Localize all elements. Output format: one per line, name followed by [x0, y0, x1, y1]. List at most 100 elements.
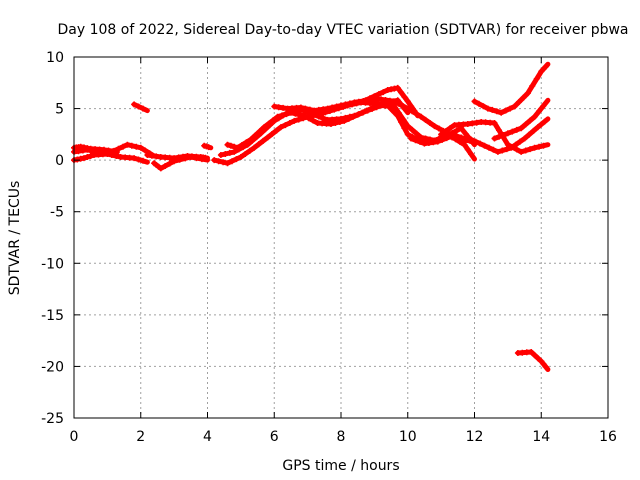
data-point — [471, 98, 478, 105]
data-point — [486, 144, 492, 151]
data-point — [442, 128, 449, 135]
data-point — [135, 103, 142, 110]
data-point — [496, 127, 502, 134]
data-point — [193, 155, 200, 162]
data-point — [524, 90, 531, 97]
data-point — [315, 113, 322, 120]
data-point — [362, 97, 369, 104]
data-point — [211, 157, 218, 164]
data-point — [500, 132, 507, 138]
data-point — [518, 148, 525, 155]
data-point — [226, 149, 233, 156]
data-point — [358, 99, 364, 106]
data-point — [256, 128, 263, 135]
series-line-trace-13 — [408, 133, 477, 162]
x-tick-label: 16 — [599, 429, 617, 445]
data-point — [417, 138, 423, 145]
data-point — [527, 146, 534, 153]
data-point — [452, 136, 459, 143]
data-point — [292, 110, 299, 117]
data-point — [395, 110, 402, 116]
data-point — [359, 109, 366, 116]
data-point — [404, 123, 411, 130]
data-point — [531, 352, 538, 359]
series-line-trace-8 — [211, 99, 477, 166]
data-point — [448, 133, 455, 140]
data-point — [176, 156, 183, 163]
data-point — [354, 111, 361, 118]
y-tick-label: 10 — [46, 50, 64, 66]
data-point — [224, 160, 231, 167]
data-point — [295, 116, 302, 123]
data-point — [350, 113, 357, 120]
data-point — [310, 117, 317, 124]
data-point — [324, 105, 331, 112]
data-point — [496, 133, 502, 140]
data-point — [531, 144, 538, 151]
data-point — [328, 121, 334, 127]
x-tick-label: 14 — [532, 429, 550, 445]
data-point — [220, 159, 227, 166]
data-point — [338, 102, 344, 109]
data-point — [447, 125, 453, 132]
data-point — [306, 106, 313, 113]
data-point — [475, 100, 482, 107]
data-point — [540, 102, 547, 109]
data-point — [434, 138, 441, 145]
data-point — [131, 101, 138, 108]
y-tick-label: 0 — [55, 153, 64, 169]
data-point — [171, 158, 178, 165]
data-point — [187, 154, 194, 160]
data-point — [205, 144, 212, 151]
data-point — [198, 156, 205, 163]
data-point — [346, 100, 353, 107]
data-point — [282, 122, 289, 129]
axis-ticks: 0 2 4 6 8 10 12 14 16 -25 -20 -15 -10 -5 0 5 10 — [41, 50, 617, 445]
data-point — [481, 142, 488, 149]
data-point — [332, 120, 339, 126]
data-point — [517, 138, 524, 145]
data-point — [462, 130, 469, 137]
data-point — [345, 115, 352, 122]
data-point — [401, 93, 408, 100]
data-point — [490, 146, 497, 153]
data-point — [518, 125, 525, 132]
data-point — [231, 143, 238, 150]
data-point — [508, 144, 515, 151]
y-tick-label: -5 — [50, 205, 64, 221]
data-point — [489, 106, 496, 113]
data-point — [542, 63, 549, 70]
data-point — [140, 157, 146, 164]
data-point — [503, 146, 510, 153]
data-point — [234, 144, 241, 151]
data-point — [182, 155, 189, 162]
data-point — [468, 136, 475, 143]
grid-lines — [74, 57, 608, 418]
data-point — [507, 105, 514, 112]
data-point — [477, 140, 484, 147]
data-point — [329, 104, 336, 111]
data-point — [128, 142, 135, 149]
data-point — [541, 118, 548, 125]
data-point — [140, 105, 146, 112]
data-point — [84, 154, 91, 160]
data-point — [239, 142, 245, 148]
data-point — [422, 116, 429, 123]
data-point — [538, 121, 545, 128]
data-point — [264, 134, 271, 141]
data-point — [394, 84, 401, 91]
data-point — [265, 120, 272, 127]
data-point — [484, 105, 491, 112]
y-tick-label: -10 — [41, 256, 64, 272]
data-point — [422, 135, 429, 142]
data-point — [81, 155, 87, 162]
data-point — [411, 108, 418, 114]
data-point — [499, 147, 506, 154]
data-point — [277, 124, 284, 131]
data-point — [261, 124, 268, 131]
data-point — [391, 103, 398, 110]
x-tick-label: 4 — [203, 429, 212, 445]
data-point — [224, 141, 231, 148]
data-point — [491, 135, 498, 142]
data-point — [435, 125, 442, 132]
